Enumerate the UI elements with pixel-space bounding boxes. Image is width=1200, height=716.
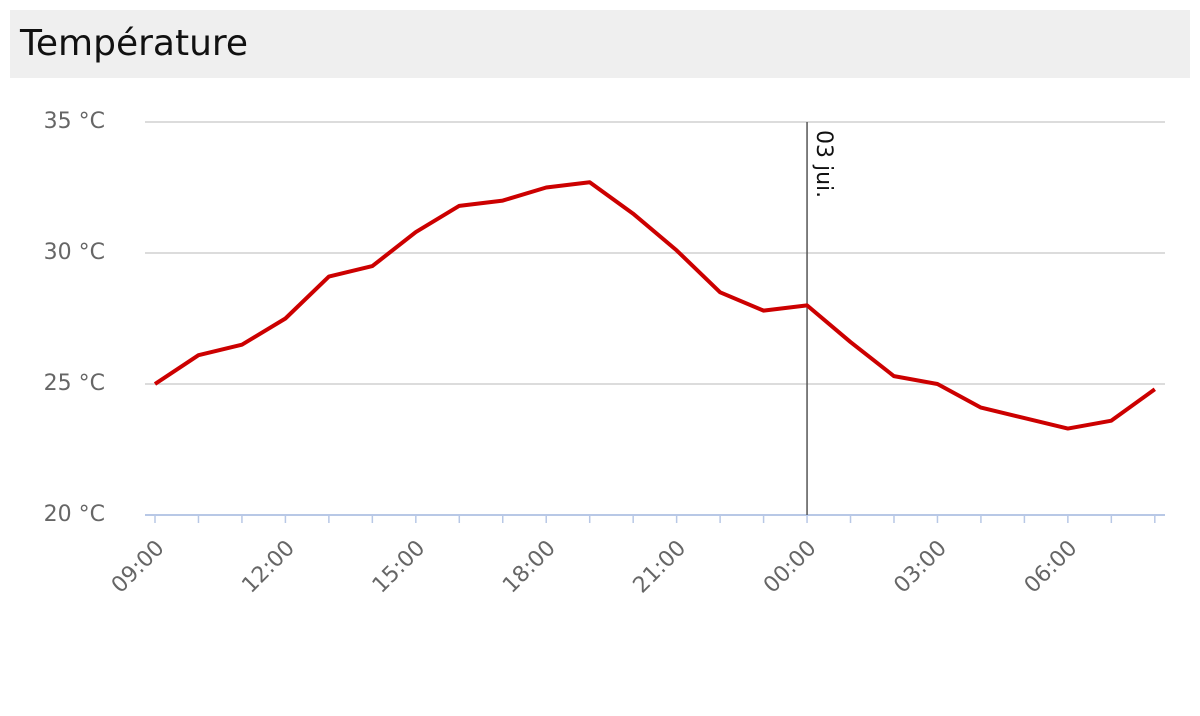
y-tick-label: 30 °C <box>44 240 105 265</box>
header-bar <box>10 10 1190 78</box>
y-tick-label: 20 °C <box>44 502 105 527</box>
x-tick-label: 12:00 <box>237 536 300 599</box>
x-tick-label: 06:00 <box>1020 536 1083 599</box>
y-tick-label: 25 °C <box>44 371 105 396</box>
x-tick-label: 15:00 <box>368 536 431 599</box>
y-tick-label: 35 °C <box>44 109 105 134</box>
x-tick-label: 09:00 <box>107 536 170 599</box>
annotation-label: 03 jui. <box>811 130 836 198</box>
series-line <box>153 180 1156 431</box>
x-tick-label: 18:00 <box>498 536 561 599</box>
x-tick-label: 00:00 <box>759 536 822 599</box>
x-tick-label: 03:00 <box>889 536 952 599</box>
chart-title: Température <box>19 23 248 64</box>
x-tick-label: 21:00 <box>629 536 692 599</box>
